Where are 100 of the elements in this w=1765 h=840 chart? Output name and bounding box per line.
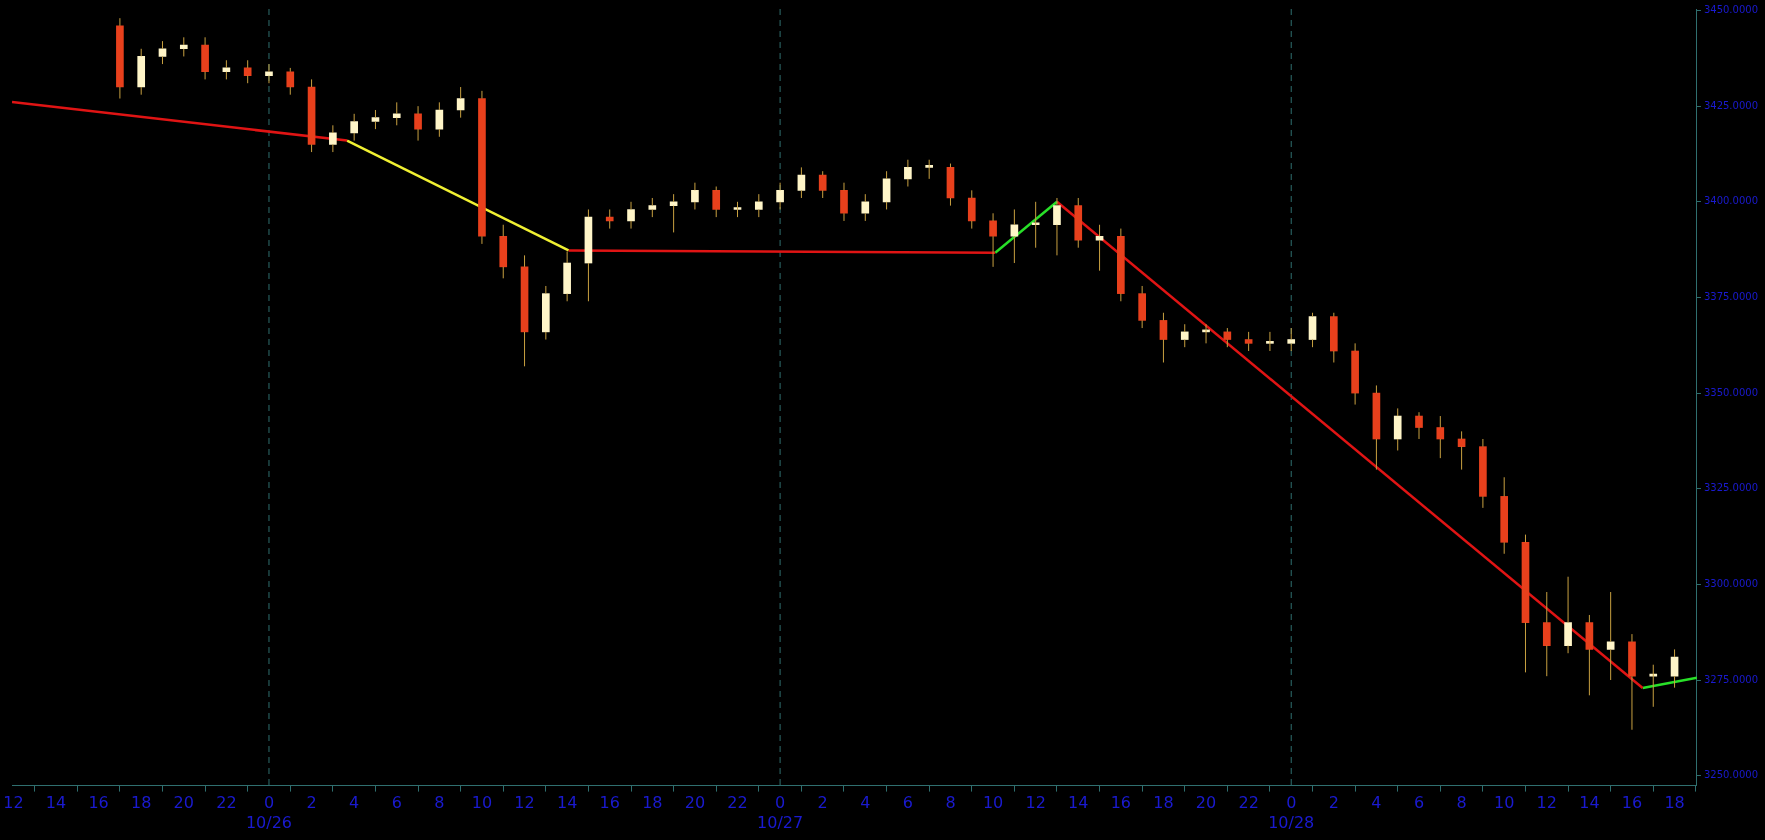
x-tick-label: 18 [131,793,152,813]
candlestick [797,166,806,199]
candlestick [712,186,721,218]
x-tick-label: 16 [1110,793,1132,813]
x-tick-label: 18 [642,793,663,813]
candlestick [1053,197,1061,256]
candlestick [243,59,252,84]
x-tick-label: 0 10/28 [1268,793,1315,832]
x-tick-label: 2 [817,793,828,813]
x-tick-label: 4 [349,793,360,813]
y-tick-label: 3350.0000 [1703,386,1758,398]
x-tick-label: 0 10/26 [245,793,293,832]
candlestick [478,90,486,245]
candlestick [989,212,997,268]
candlestick [1329,312,1338,363]
x-tick-label: 6 [1413,793,1425,813]
candlestick [754,193,763,218]
candlestick [1670,648,1679,689]
candlestick [691,182,699,210]
candlestick [201,36,209,80]
y-tick-label: 3250.0000 [1703,769,1758,781]
x-tick-label: 20 [684,793,706,813]
x-tick-label: 8 [945,793,956,813]
x-tick-label: 14 [556,793,578,813]
candlestick [1180,323,1189,348]
x-tick-label: 4 [860,793,871,813]
x-tick-label: 14 [1579,793,1600,813]
x-tick-label: 14 [1068,793,1089,813]
x-tick-label: 8 [434,793,445,813]
candlestick [584,208,593,302]
candlestick [414,105,422,142]
x-tick-label: 2 [1328,793,1339,813]
candlestick [605,208,614,230]
x-tick-label: 18 [1153,793,1174,813]
candlestick [946,163,955,207]
candlestick [627,201,635,230]
candlestick [1308,312,1317,348]
x-tick-label: 16 [1621,793,1643,813]
candlestick [1542,591,1551,677]
x-tick-label: 20 [173,793,194,813]
candlestick [1031,201,1040,249]
candlestick [286,67,295,96]
candlestick [563,251,571,302]
candlestick [1415,411,1423,440]
y-tick-label: 3400.0000 [1703,195,1758,207]
candlestick [1287,327,1296,352]
candlestick [520,254,529,367]
candlestick [307,78,316,153]
y-tick-label: 3450.0000 [1703,4,1758,16]
x-tick-label: 0 10/27 [757,793,804,832]
candlestick [265,63,273,84]
x-tick-label: 6 [391,793,402,813]
candlestick [861,193,870,222]
y-tick-label: 3425.0000 [1703,99,1758,111]
candlestick [1606,591,1615,681]
candlestick [1117,228,1125,302]
candlestick [1479,438,1487,509]
candlestick [350,113,358,142]
candlestick [818,170,827,199]
x-tick-label: 2 [306,793,317,813]
candlestick [776,182,784,210]
x-tick-label: 10 [982,793,1004,813]
candlestick [1074,197,1083,249]
candlestick [137,48,146,96]
x-tick-label: 8 [1456,793,1467,813]
x-tick-label: 12 [3,793,24,813]
candlestick [179,36,188,57]
x-tick-label: 16 [599,793,620,813]
candlestick [1500,476,1509,555]
x-tick-label: 22 [216,793,237,813]
candlestick [1521,534,1530,673]
candlestick [669,193,678,233]
y-tick-label: 3275.0000 [1703,673,1758,685]
candlestick [1244,331,1253,352]
y-tick-label: 3375.0000 [1703,291,1758,303]
candlestick [1266,331,1274,352]
x-tick-label: 10 [471,793,493,813]
candlestick [542,285,550,341]
x-tick-label: 4 [1371,793,1382,813]
x-tick-label: 22 [727,793,748,813]
candlestick [840,182,848,222]
candlestick [904,159,912,188]
x-tick-label: 14 [45,793,67,813]
candlestick [371,109,380,130]
candlestick [1628,633,1636,731]
x-tick-label: 20 [1195,793,1217,813]
x-tick-label: 12 [1536,793,1557,813]
candlestick [733,201,742,218]
candlestick [499,224,508,279]
x-tick-label: 18 [1664,793,1685,813]
x-tick-label: 12 [514,793,535,813]
y-tick-label: 3325.0000 [1703,482,1758,494]
candlestick [1649,664,1658,708]
candlestick [1585,614,1594,696]
candlestick [1393,407,1402,451]
x-tick-label: 6 [902,793,913,813]
candlestick [1436,415,1445,459]
candlestick [648,197,657,218]
x-tick-label: 16 [88,793,109,813]
candlestick [392,101,401,126]
